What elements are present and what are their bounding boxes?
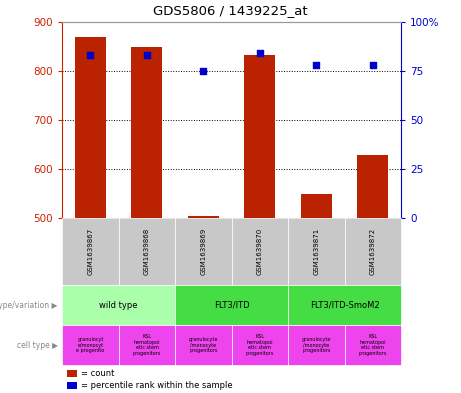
- Point: [87, 52, 94, 59]
- Bar: [75, 37, 106, 218]
- Bar: [357, 155, 388, 218]
- Text: GSM1639870: GSM1639870: [257, 228, 263, 275]
- Text: genotype/variation ▶: genotype/variation ▶: [0, 301, 58, 310]
- Text: KSL
hematopoi
etic stem
progenitors: KSL hematopoi etic stem progenitors: [359, 334, 387, 356]
- Text: GSM1639872: GSM1639872: [370, 228, 376, 275]
- Bar: [131, 48, 162, 218]
- Point: [369, 62, 377, 68]
- Point: [200, 68, 207, 74]
- Text: FLT3/ITD: FLT3/ITD: [214, 301, 249, 310]
- Text: cell type ▶: cell type ▶: [17, 340, 58, 349]
- Bar: [244, 55, 275, 218]
- Text: GSM1639867: GSM1639867: [88, 228, 94, 275]
- Text: GSM1639871: GSM1639871: [313, 228, 319, 275]
- Text: = percentile rank within the sample: = percentile rank within the sample: [81, 381, 232, 390]
- Text: granulocyt
e/monocyt
e progenito: granulocyt e/monocyt e progenito: [77, 337, 105, 353]
- Text: GDS5806 / 1439225_at: GDS5806 / 1439225_at: [153, 4, 308, 18]
- Text: KSL
hematopoi
etic stem
progenitors: KSL hematopoi etic stem progenitors: [246, 334, 274, 356]
- Text: GSM1639869: GSM1639869: [201, 228, 207, 275]
- Point: [313, 62, 320, 68]
- Bar: [188, 215, 219, 218]
- Text: granulocyte
/monocyte
progenitors: granulocyte /monocyte progenitors: [301, 337, 331, 353]
- Text: KSL
hematopoi
etic stem
progenitors: KSL hematopoi etic stem progenitors: [133, 334, 161, 356]
- Point: [256, 50, 264, 57]
- Point: [143, 52, 151, 59]
- Bar: [301, 195, 332, 218]
- Text: FLT3/ITD-SmoM2: FLT3/ITD-SmoM2: [310, 301, 379, 310]
- Text: = count: = count: [81, 369, 114, 378]
- Text: wild type: wild type: [100, 301, 138, 310]
- Text: GSM1639868: GSM1639868: [144, 228, 150, 275]
- Text: granulocyte
/monocyte
progenitors: granulocyte /monocyte progenitors: [189, 337, 218, 353]
